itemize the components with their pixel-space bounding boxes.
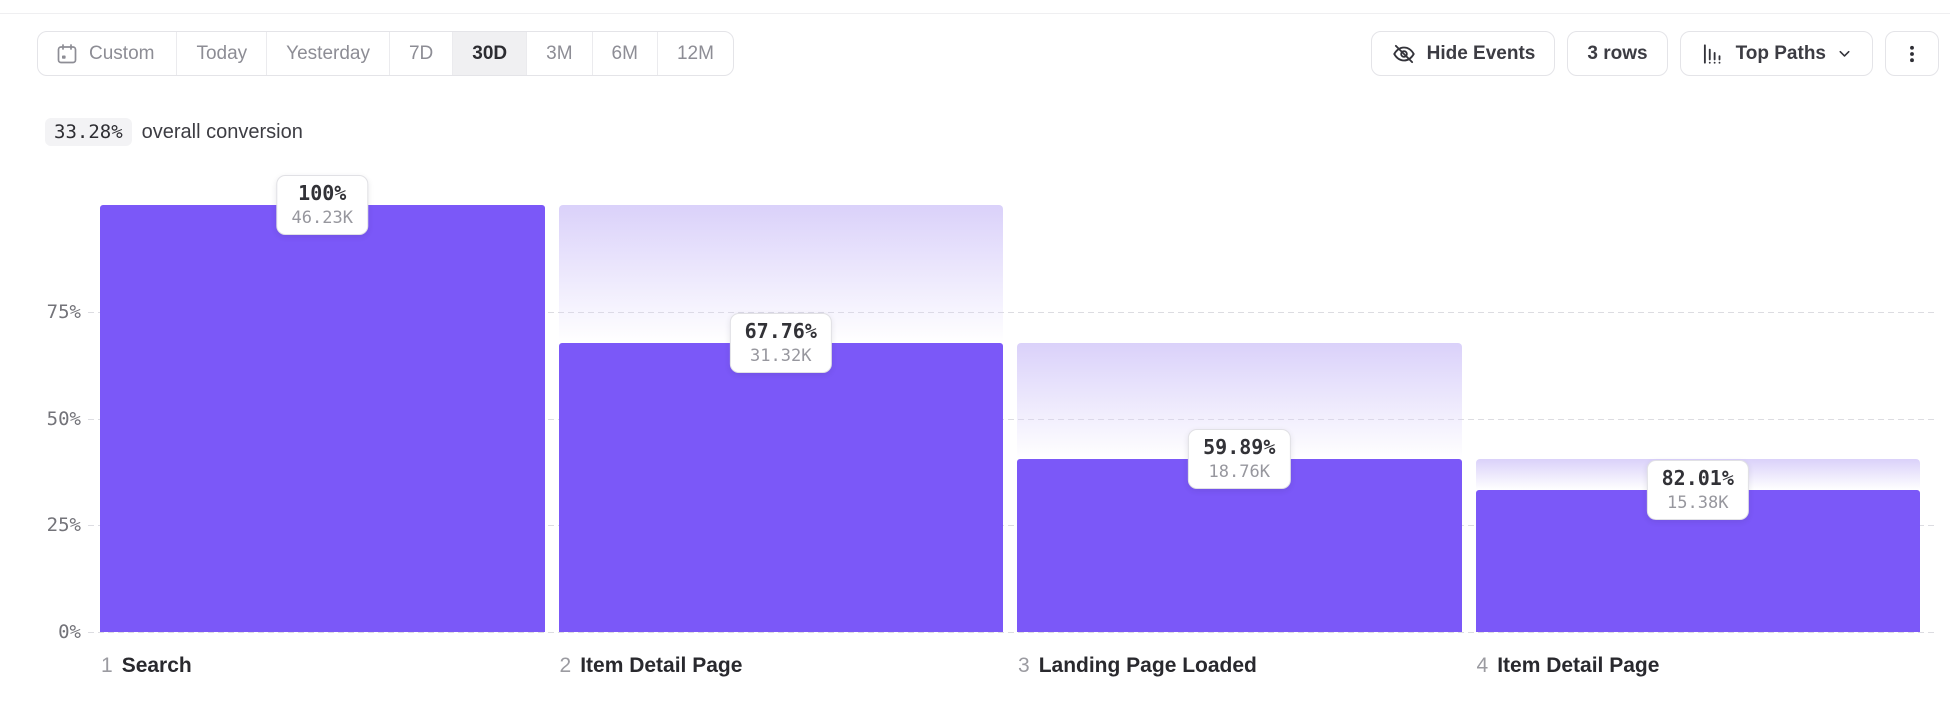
conversion-percent: 100% [298, 181, 347, 205]
conversion-count: 31.32K [750, 345, 812, 366]
rows-label: 3 rows [1587, 42, 1648, 64]
conversion-percent: 82.01% [1661, 465, 1734, 490]
conversion-count: 15.38K [1667, 492, 1729, 513]
date-range-label: 12M [676, 42, 714, 64]
step-number: 4 [1476, 654, 1489, 677]
calendar-icon [57, 43, 77, 63]
step-label: 3 Landing Page Loaded [1018, 654, 1257, 678]
funnel-plot: 100% 46.23K 1 Search 67.76% 31.32K 2 Item Detai… [100, 175, 1920, 677]
conversion-count: 18.76K [1208, 461, 1270, 482]
top-divider [0, 13, 1950, 14]
date-range-yesterday[interactable]: Yesterday [266, 32, 389, 75]
funnel-step-column[interactable]: 100% 46.23K 1 Search [100, 175, 545, 677]
date-range-12m[interactable]: 12M [656, 32, 733, 75]
date-range-7d[interactable]: 7D [388, 32, 452, 75]
y-tick-label: 25% [46, 514, 81, 537]
date-range-label: 3M [546, 42, 573, 64]
eye-off-icon [1392, 44, 1415, 63]
date-range-6m[interactable]: 6M [591, 32, 657, 75]
step-number: 1 [101, 654, 113, 677]
kebab-vertical-icon [1910, 45, 1914, 62]
funnel-step-column[interactable]: 82.01% 15.38K 4 Item Detail Page [1475, 205, 1920, 677]
hide-events-label: Hide Events [1426, 42, 1536, 64]
top-paths-button[interactable]: Top Paths [1679, 31, 1873, 76]
step-number: 3 [1018, 654, 1030, 677]
gridline-0 [88, 632, 1934, 633]
y-axis: 75% 50% 25% 0% [20, 205, 81, 643]
date-range-custom[interactable]: Custom [38, 32, 176, 75]
step-name: Search [121, 654, 192, 677]
date-range-label: 30D [472, 42, 508, 64]
rows-button[interactable]: 3 rows [1567, 31, 1668, 76]
overall-conversion-summary: 33.28% overall conversion [45, 118, 303, 146]
overall-conversion-caption: overall conversion [141, 120, 303, 143]
conversion-count: 46.23K [291, 208, 353, 228]
step-label: 4 Item Detail Page [1477, 654, 1660, 678]
step-label: 1 Search [101, 654, 192, 678]
conversion-tooltip: 67.76% 31.32K [729, 312, 832, 373]
step-label: 2 Item Detail Page [560, 654, 743, 678]
step-name: Item Detail Page [580, 654, 743, 677]
date-range-label: Today [196, 42, 248, 64]
chevron-down-icon [1839, 50, 1850, 57]
date-range-label: Custom [89, 42, 155, 64]
date-range-label: 6M [611, 42, 638, 64]
toolbar: Custom Today Yesterday 7D 30D 3M 6M 12M Hide Ev… [37, 31, 1939, 76]
y-tick-label: 75% [46, 300, 81, 323]
step-number: 2 [559, 654, 572, 677]
funnel-step-column[interactable]: 67.76% 31.32K 2 Item Detail Page [558, 205, 1003, 677]
step-name: Landing Page Loaded [1038, 654, 1257, 677]
step-name: Item Detail Page [1497, 654, 1660, 677]
date-range-label: 7D [408, 42, 434, 64]
date-range-label: Yesterday [286, 42, 370, 64]
toolbar-right-group: Hide Events 3 rows Top Paths [1370, 31, 1939, 76]
conversion-tooltip: 100% 46.23K [276, 175, 368, 235]
date-range-3m[interactable]: 3M [526, 32, 591, 75]
funnel-bar[interactable] [558, 342, 1003, 632]
funnel-step-column[interactable]: 59.89% 18.76K 3 Landing Page Loaded [1017, 205, 1462, 677]
date-range-control: Custom Today Yesterday 7D 30D 3M 6M 12M [37, 31, 734, 76]
bar-chart-icon [1703, 43, 1720, 64]
conversion-tooltip: 59.89% 18.76K [1188, 428, 1291, 489]
more-options-button[interactable] [1885, 31, 1939, 76]
y-tick-label: 0% [58, 621, 81, 643]
y-tick-label: 50% [46, 407, 81, 430]
funnel-bar[interactable] [100, 205, 545, 632]
overall-conversion-value: 33.28% [45, 118, 132, 146]
conversion-tooltip: 82.01% 15.38K [1646, 459, 1749, 520]
conversion-percent: 67.76% [744, 318, 817, 343]
hide-events-button[interactable]: Hide Events [1370, 31, 1556, 76]
conversion-percent: 59.89% [1203, 434, 1276, 459]
top-paths-label: Top Paths [1735, 42, 1826, 64]
date-range-30d[interactable]: 30D [452, 32, 527, 75]
date-range-today[interactable]: Today [176, 32, 266, 75]
